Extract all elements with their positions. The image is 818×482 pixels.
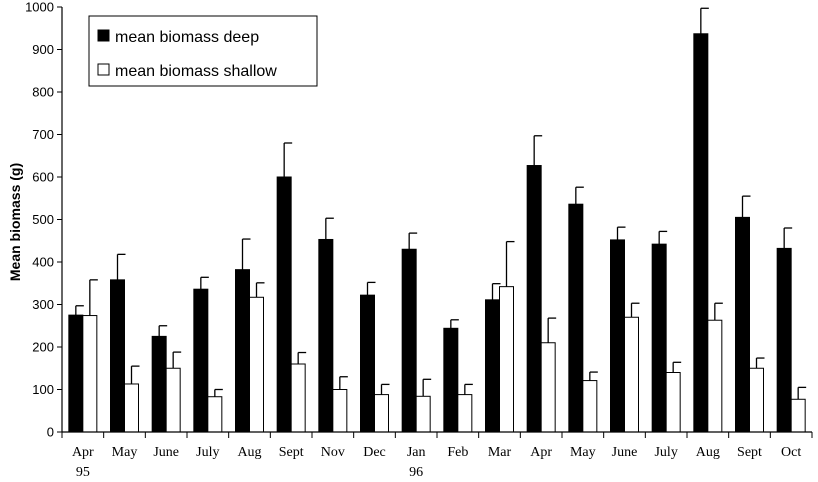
bar-shallow-1 — [124, 383, 139, 433]
x-tick-label: Feb — [447, 445, 468, 460]
bar-shallow-11 — [540, 342, 556, 433]
x-tick-label: July — [654, 445, 677, 460]
bar-deep-10 — [485, 299, 500, 433]
bar-shallow-10 — [499, 286, 514, 433]
bar-deep-9 — [443, 327, 459, 433]
bar-shallow-8 — [415, 395, 431, 433]
legend-swatch-deep — [97, 29, 110, 42]
bar-shallow-17 — [790, 398, 806, 433]
bar-shallow-16 — [749, 367, 764, 433]
x-year-label: 96 — [409, 465, 423, 480]
y-tick-label: 900 — [32, 42, 54, 57]
y-tick-label: 1000 — [25, 0, 54, 15]
bar-deep-12 — [568, 203, 584, 433]
bar-deep-1 — [110, 279, 125, 433]
bar-deep-16 — [735, 216, 750, 433]
bar-shallow-0 — [82, 315, 98, 433]
y-tick-label: 600 — [32, 170, 54, 185]
bar-shallow-6 — [332, 389, 348, 433]
x-tick-label: Apr — [72, 445, 94, 460]
legend-label-shallow: mean biomass shallow — [115, 63, 277, 80]
bar-deep-17 — [776, 247, 792, 433]
x-tick-label: Jan — [407, 445, 426, 460]
bar-deep-2 — [151, 335, 167, 433]
y-tick-label: 800 — [32, 85, 54, 100]
x-tick-label: Aug — [696, 445, 720, 460]
y-tick-label: 200 — [32, 340, 54, 355]
bar-shallow-3 — [207, 396, 223, 433]
x-tick-label: May — [570, 445, 596, 460]
bar-shallow-4 — [249, 296, 264, 433]
legend-label-deep: mean biomass deep — [115, 29, 259, 46]
bar-shallow-13 — [624, 316, 639, 433]
bar-deep-13 — [610, 239, 625, 433]
bar-deep-0 — [68, 314, 84, 433]
x-tick-label: June — [153, 445, 179, 460]
y-tick-label: 700 — [32, 127, 54, 142]
x-year-label: 95 — [76, 465, 90, 480]
legend: mean biomass deep mean biomass shallow — [88, 15, 318, 87]
bar-deep-6 — [318, 238, 334, 433]
x-tick-label: Mar — [488, 445, 512, 460]
x-tick-label: Aug — [237, 445, 261, 460]
x-tick-label: June — [612, 445, 638, 460]
bar-shallow-15 — [707, 319, 723, 433]
bar-deep-8 — [401, 248, 417, 433]
bar-shallow-12 — [582, 380, 598, 433]
y-tick-label: 300 — [32, 297, 54, 312]
legend-swatch-shallow — [97, 63, 110, 76]
x-tick-label: Apr — [530, 445, 552, 460]
bar-shallow-5 — [290, 363, 306, 433]
legend-box — [88, 15, 318, 87]
x-tick-label: Sept — [737, 445, 762, 460]
x-tick-label: May — [112, 445, 138, 460]
y-tick-label: 100 — [32, 382, 54, 397]
bar-deep-7 — [360, 294, 375, 433]
bar-shallow-7 — [374, 394, 389, 433]
bar-deep-11 — [526, 165, 542, 433]
bar-deep-3 — [193, 288, 209, 433]
bar-shallow-2 — [165, 367, 181, 433]
bar-deep-4 — [235, 269, 250, 433]
bar-deep-15 — [693, 33, 709, 433]
x-tick-label: Dec — [363, 445, 386, 460]
x-tick-label: Oct — [781, 445, 801, 460]
bar-deep-5 — [276, 176, 292, 433]
y-axis-title: Mean biomass (g) — [7, 163, 23, 281]
x-tick-label: Sept — [279, 445, 304, 460]
y-tick-label: 0 — [47, 425, 54, 440]
y-tick-label: 500 — [32, 212, 54, 227]
x-tick-label: July — [196, 445, 219, 460]
y-tick-label: 400 — [32, 255, 54, 270]
bar-shallow-14 — [665, 372, 681, 433]
bar-deep-14 — [651, 243, 667, 433]
bar-shallow-9 — [457, 394, 473, 433]
x-tick-label: Nov — [321, 445, 345, 460]
